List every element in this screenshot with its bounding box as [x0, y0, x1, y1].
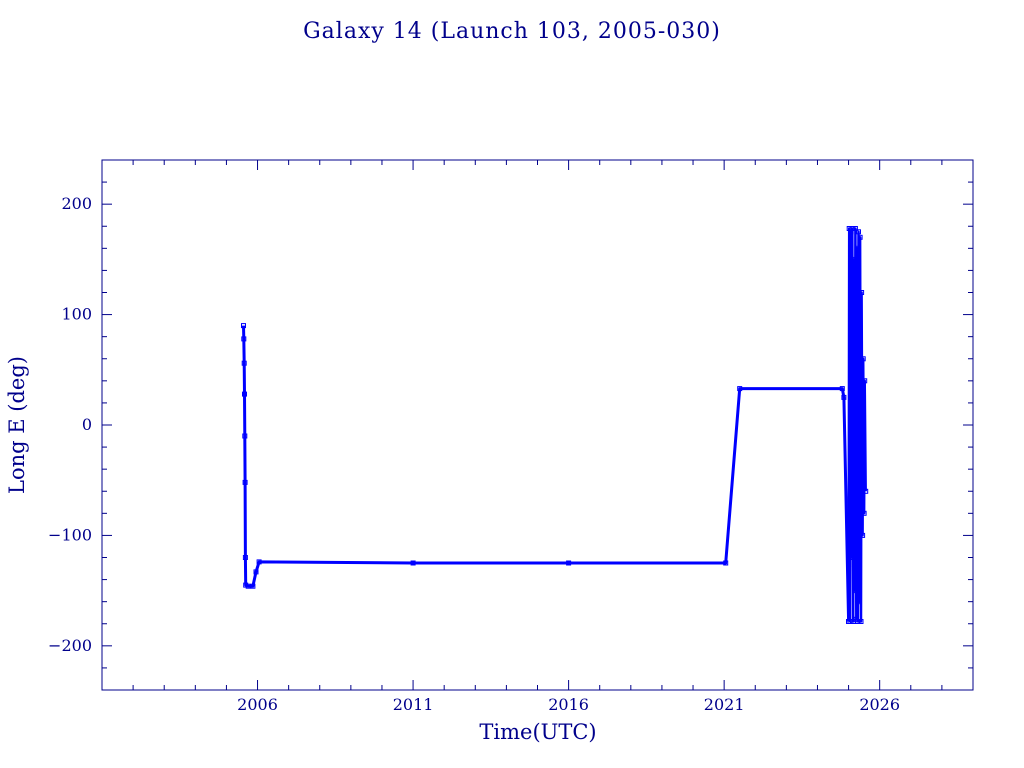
plot-frame: [101, 159, 974, 691]
data-point: [253, 569, 259, 575]
tick-labels: 2006 2011 2016 2021 2026 200 100 0 −100 −200: [48, 194, 900, 714]
x-tick-label: 2021: [704, 695, 745, 714]
data-point: [241, 360, 247, 366]
data-point: [242, 555, 248, 560]
data-point: [241, 336, 247, 342]
data-point: [860, 356, 866, 362]
x-tick-label: 2011: [393, 695, 434, 714]
series-group: [241, 226, 869, 624]
data-point: [242, 433, 248, 439]
data-point: [245, 583, 251, 589]
data-point: [256, 559, 262, 565]
data-point: [242, 479, 248, 485]
y-tick-label: 0: [82, 415, 92, 434]
y-tick-label: 100: [61, 305, 92, 324]
data-point: [737, 386, 743, 392]
x-tick-label: 2026: [859, 695, 900, 714]
x-tick-label: 2016: [548, 695, 589, 714]
x-axis-label: Time(UTC): [479, 720, 596, 744]
data-point: [854, 245, 860, 251]
data-point: [410, 560, 416, 566]
data-point: [241, 323, 246, 329]
data-point: [847, 619, 853, 624]
data-point: [861, 510, 867, 516]
data-point: [841, 394, 847, 400]
y-tick-label: 200: [61, 194, 92, 213]
axis-ticks: [101, 159, 974, 691]
data-point: [863, 488, 869, 494]
data-point: [852, 226, 858, 231]
data-point: [851, 256, 857, 262]
data-point: [858, 619, 864, 624]
y-tick-label: −100: [48, 525, 92, 544]
data-point: [855, 619, 861, 624]
data-point: [852, 588, 858, 594]
data-point: [857, 234, 863, 240]
data-point: [857, 599, 862, 605]
data-point: [566, 560, 572, 566]
data-point: [849, 555, 855, 560]
series-line: [242, 325, 851, 622]
series-line: [847, 227, 867, 623]
data-point: [860, 532, 866, 538]
y-tick-label: −200: [48, 636, 92, 655]
data-point: [839, 386, 845, 392]
data-point: [859, 290, 865, 295]
data-point: [862, 378, 868, 384]
x-tick-label: 2006: [237, 695, 278, 714]
data-point: [242, 391, 247, 397]
chart-title: Galaxy 14 (Launch 103, 2005-030): [303, 19, 721, 44]
y-axis-label: Long E (deg): [5, 356, 29, 494]
data-point: [848, 229, 854, 235]
data-point: [250, 583, 256, 589]
data-point: [849, 226, 855, 231]
data-point: [856, 229, 861, 235]
data-point: [723, 560, 729, 566]
